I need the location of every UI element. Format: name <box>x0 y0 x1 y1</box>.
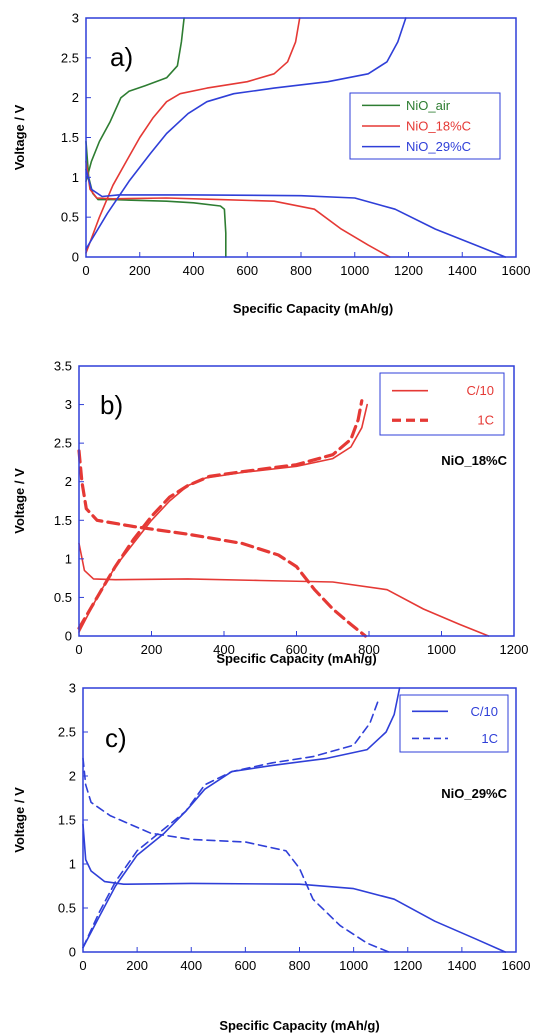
x-tick-label: 1600 <box>502 958 531 973</box>
legend: NiO_air NiO_18%C NiO_29%C <box>349 92 501 160</box>
y-tick-label: 1 <box>65 551 72 566</box>
x-tick-label: 200 <box>126 958 148 973</box>
series-line-c-10-discharge <box>82 823 506 953</box>
series-line-1c-discharge <box>77 449 367 638</box>
y-tick-label: 2 <box>69 769 76 784</box>
x-axis-label: Specific Capacity (mAh/g) <box>233 301 393 316</box>
y-tick-label: 2 <box>65 474 72 489</box>
series-line-nio-18-c-charge <box>85 17 301 254</box>
series-line-1c-charge <box>82 700 379 949</box>
y-axis-label: Voltage / V <box>12 787 27 853</box>
y-tick-label: 1 <box>69 857 76 872</box>
series-line-1c-charge <box>77 399 364 630</box>
x-tick-label: 800 <box>358 642 380 657</box>
y-tick-label: 0.5 <box>61 210 79 225</box>
x-tick-label: 1000 <box>427 642 456 657</box>
y-tick-label: 2.5 <box>54 436 72 451</box>
legend-box <box>379 372 505 436</box>
legend: C/10 1C <box>399 694 509 753</box>
x-axis-label: Specific Capacity (mAh/g) <box>219 1018 379 1033</box>
x-axis-label: Specific Capacity (mAh/g) <box>216 651 376 666</box>
panel-label: b) <box>100 390 123 420</box>
legend-box <box>399 694 509 753</box>
y-tick-label: 3 <box>69 681 76 696</box>
y-tick-label: 0.5 <box>58 901 76 916</box>
panel-annotation: NiO_18%C <box>441 453 507 468</box>
y-tick-label: 0 <box>69 945 76 960</box>
y-tick-label: 2.5 <box>58 725 76 740</box>
legend-label: 1C <box>481 731 498 746</box>
legend-label: NiO_air <box>406 98 451 113</box>
x-tick-label: 800 <box>290 263 312 278</box>
y-tick-label: 1.5 <box>54 513 72 528</box>
y-tick-label: 2 <box>72 90 79 105</box>
x-tick-label: 600 <box>286 642 308 657</box>
legend-label: C/10 <box>471 704 498 719</box>
y-tick-label: 0.5 <box>54 590 72 605</box>
x-tick-label: 0 <box>79 958 86 973</box>
series-line-1c-discharge <box>82 757 390 953</box>
y-axis-label: Voltage / V <box>12 104 27 170</box>
x-tick-label: 400 <box>180 958 202 973</box>
series-line-c-10-charge <box>82 687 401 949</box>
series-line-nio-18-c-discharge <box>85 160 391 258</box>
legend-label: NiO_18%C <box>406 119 471 134</box>
x-tick-label: 400 <box>213 642 235 657</box>
y-tick-label: 0 <box>72 250 79 265</box>
series-line-nio-air-charge <box>85 17 185 183</box>
x-tick-label: 0 <box>75 642 82 657</box>
chart-panel-c: 0 200 400 600 800 1000 1200 1400 1600 0 0.5 1 1.5 2 2.… <box>12 681 530 1034</box>
y-tick-label: 3.5 <box>54 359 72 374</box>
y-tick-label: 2.5 <box>61 50 79 65</box>
legend-label: C/10 <box>467 383 494 398</box>
series-line-c-10-discharge <box>78 542 490 637</box>
x-tick-label: 1200 <box>393 958 422 973</box>
series-line-nio-29-c-discharge <box>85 168 507 258</box>
chart-panel-a: 0 200 400 600 800 1000 1200 1400 1600 0 0.5 1 1.5 2 2.… <box>12 11 530 317</box>
x-tick-label: 200 <box>141 642 163 657</box>
panel-annotation: NiO_29%C <box>441 786 507 801</box>
y-tick-label: 0 <box>65 629 72 644</box>
x-tick-label: 600 <box>235 958 257 973</box>
x-tick-label: 800 <box>289 958 311 973</box>
legend-label: NiO_29%C <box>406 139 471 154</box>
x-tick-label: 1400 <box>447 958 476 973</box>
x-tick-label: 1600 <box>502 263 531 278</box>
panel-label: a) <box>110 42 133 72</box>
series-line-nio-29-c-charge <box>85 17 407 250</box>
y-tick-label: 1 <box>72 170 79 185</box>
panel-label: c) <box>105 723 127 753</box>
y-tick-label: 3 <box>72 11 79 26</box>
x-tick-label: 200 <box>129 263 151 278</box>
x-tick-label: 1200 <box>394 263 423 278</box>
y-axis-label: Voltage / V <box>12 468 27 534</box>
x-tick-label: 1200 <box>500 642 529 657</box>
y-tick-label: 1.5 <box>58 813 76 828</box>
x-tick-label: 0 <box>82 263 89 278</box>
x-tick-label: 1000 <box>339 958 368 973</box>
legend-label: 1C <box>477 413 494 428</box>
legend: C/10 1C <box>379 372 505 436</box>
x-tick-label: 1400 <box>448 263 477 278</box>
x-tick-label: 1000 <box>340 263 369 278</box>
chart-panel-b: 0 200 400 600 800 1000 1200 0 0.5 1 1.5 2 2.5 3 3.5 Spe… <box>12 359 528 667</box>
x-tick-label: 400 <box>183 263 205 278</box>
x-tick-label: 600 <box>236 263 258 278</box>
y-tick-label: 1.5 <box>61 130 79 145</box>
y-tick-label: 3 <box>65 397 72 412</box>
